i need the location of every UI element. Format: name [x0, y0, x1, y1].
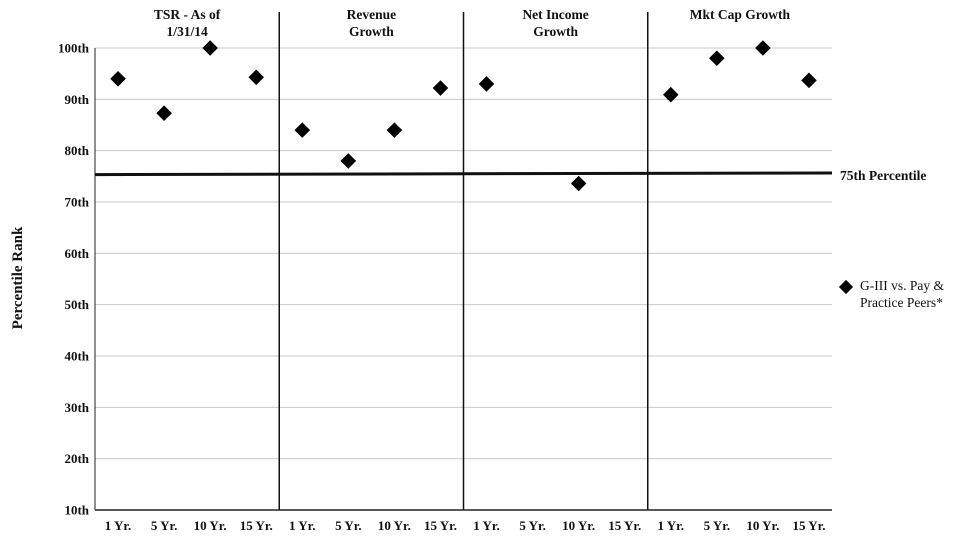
data-point: [248, 69, 264, 86]
group-title: Mkt Cap Growth: [690, 7, 791, 22]
x-tick-label: 10 Yr.: [562, 518, 595, 533]
data-point: [478, 76, 495, 92]
x-tick-label: 15 Yr.: [792, 518, 825, 533]
data-point: [432, 80, 449, 96]
group-title: Revenue Growth: [347, 7, 397, 39]
data-point: [801, 72, 817, 89]
data-point: [156, 105, 172, 121]
y-tick-label: 60th: [64, 246, 89, 261]
data-point: [755, 40, 771, 56]
data-point: [663, 86, 679, 103]
legend-label: G-III vs. Pay & Practice Peers*: [860, 278, 947, 310]
data-point: [294, 122, 311, 138]
y-tick-label: 90th: [64, 92, 89, 107]
x-tick-label: 10 Yr.: [378, 518, 411, 533]
y-tick-label: 40th: [64, 349, 89, 364]
y-tick-label: 50th: [64, 297, 89, 312]
x-tick-label: 5 Yr.: [335, 518, 361, 533]
legend: G-III vs. Pay & Practice Peers*: [838, 278, 947, 310]
data-point: [202, 40, 218, 56]
y-tick-labels: 10th 20th 30th 40th 50th 60th 70th 80th 90th 100t…: [58, 41, 90, 518]
x-tick-label: 15 Yr.: [424, 518, 457, 533]
legend-label-line-1: G-III vs. Pay &: [860, 278, 944, 293]
x-tick-label: 1 Yr.: [105, 518, 131, 533]
legend-marker-diamond: [838, 279, 854, 295]
x-tick-label: 1 Yr.: [658, 518, 684, 533]
y-tick-label: 70th: [64, 195, 89, 210]
group-title-line: TSR - As of: [154, 7, 221, 22]
x-tick-label: 10 Yr.: [194, 518, 227, 533]
y-tick-label: 100th: [58, 41, 90, 56]
group-title-line: Net Income: [522, 7, 588, 22]
group-title: Net Income Growth: [522, 7, 588, 39]
group-title-line: Growth: [349, 24, 394, 39]
reference-line-75th: [94, 171, 833, 177]
data-point: [340, 153, 357, 169]
x-tick-label: 15 Yr.: [240, 518, 273, 533]
group-title-line: Growth: [533, 24, 578, 39]
group-title-line: Mkt Cap Growth: [690, 7, 791, 22]
x-tick-label: 1 Yr.: [473, 518, 499, 533]
group-title-line: Revenue: [347, 7, 397, 22]
group-title: TSR - As of 1/31/14: [154, 7, 221, 39]
legend-label-line-2: Practice Peers*: [860, 295, 943, 310]
x-tick-label: 1 Yr.: [289, 518, 315, 533]
y-tick-label: 20th: [64, 451, 89, 466]
data-point: [570, 175, 587, 192]
y-tick-label: 80th: [64, 143, 89, 158]
y-axis-label: Percentile Rank: [10, 226, 26, 329]
data-points: [110, 40, 817, 192]
x-tick-labels: 1 Yr. 5 Yr. 10 Yr. 15 Yr. 1 Yr. 5 Yr. 10 Yr. 15…: [105, 518, 826, 533]
y-tick-label: 30th: [64, 400, 89, 415]
group-title-line: 1/31/14: [166, 24, 208, 39]
x-tick-label: 5 Yr.: [151, 518, 177, 533]
data-point: [110, 71, 126, 87]
x-tick-label: 5 Yr.: [704, 518, 730, 533]
data-point: [709, 50, 725, 67]
reference-line-label: 75th Percentile: [840, 168, 926, 183]
group-separators: [278, 12, 649, 510]
data-point: [386, 122, 403, 138]
y-tick-label: 10th: [64, 503, 89, 518]
x-tick-label: 5 Yr.: [519, 518, 545, 533]
x-tick-label: 15 Yr.: [608, 518, 641, 533]
x-tick-label: 10 Yr.: [746, 518, 779, 533]
